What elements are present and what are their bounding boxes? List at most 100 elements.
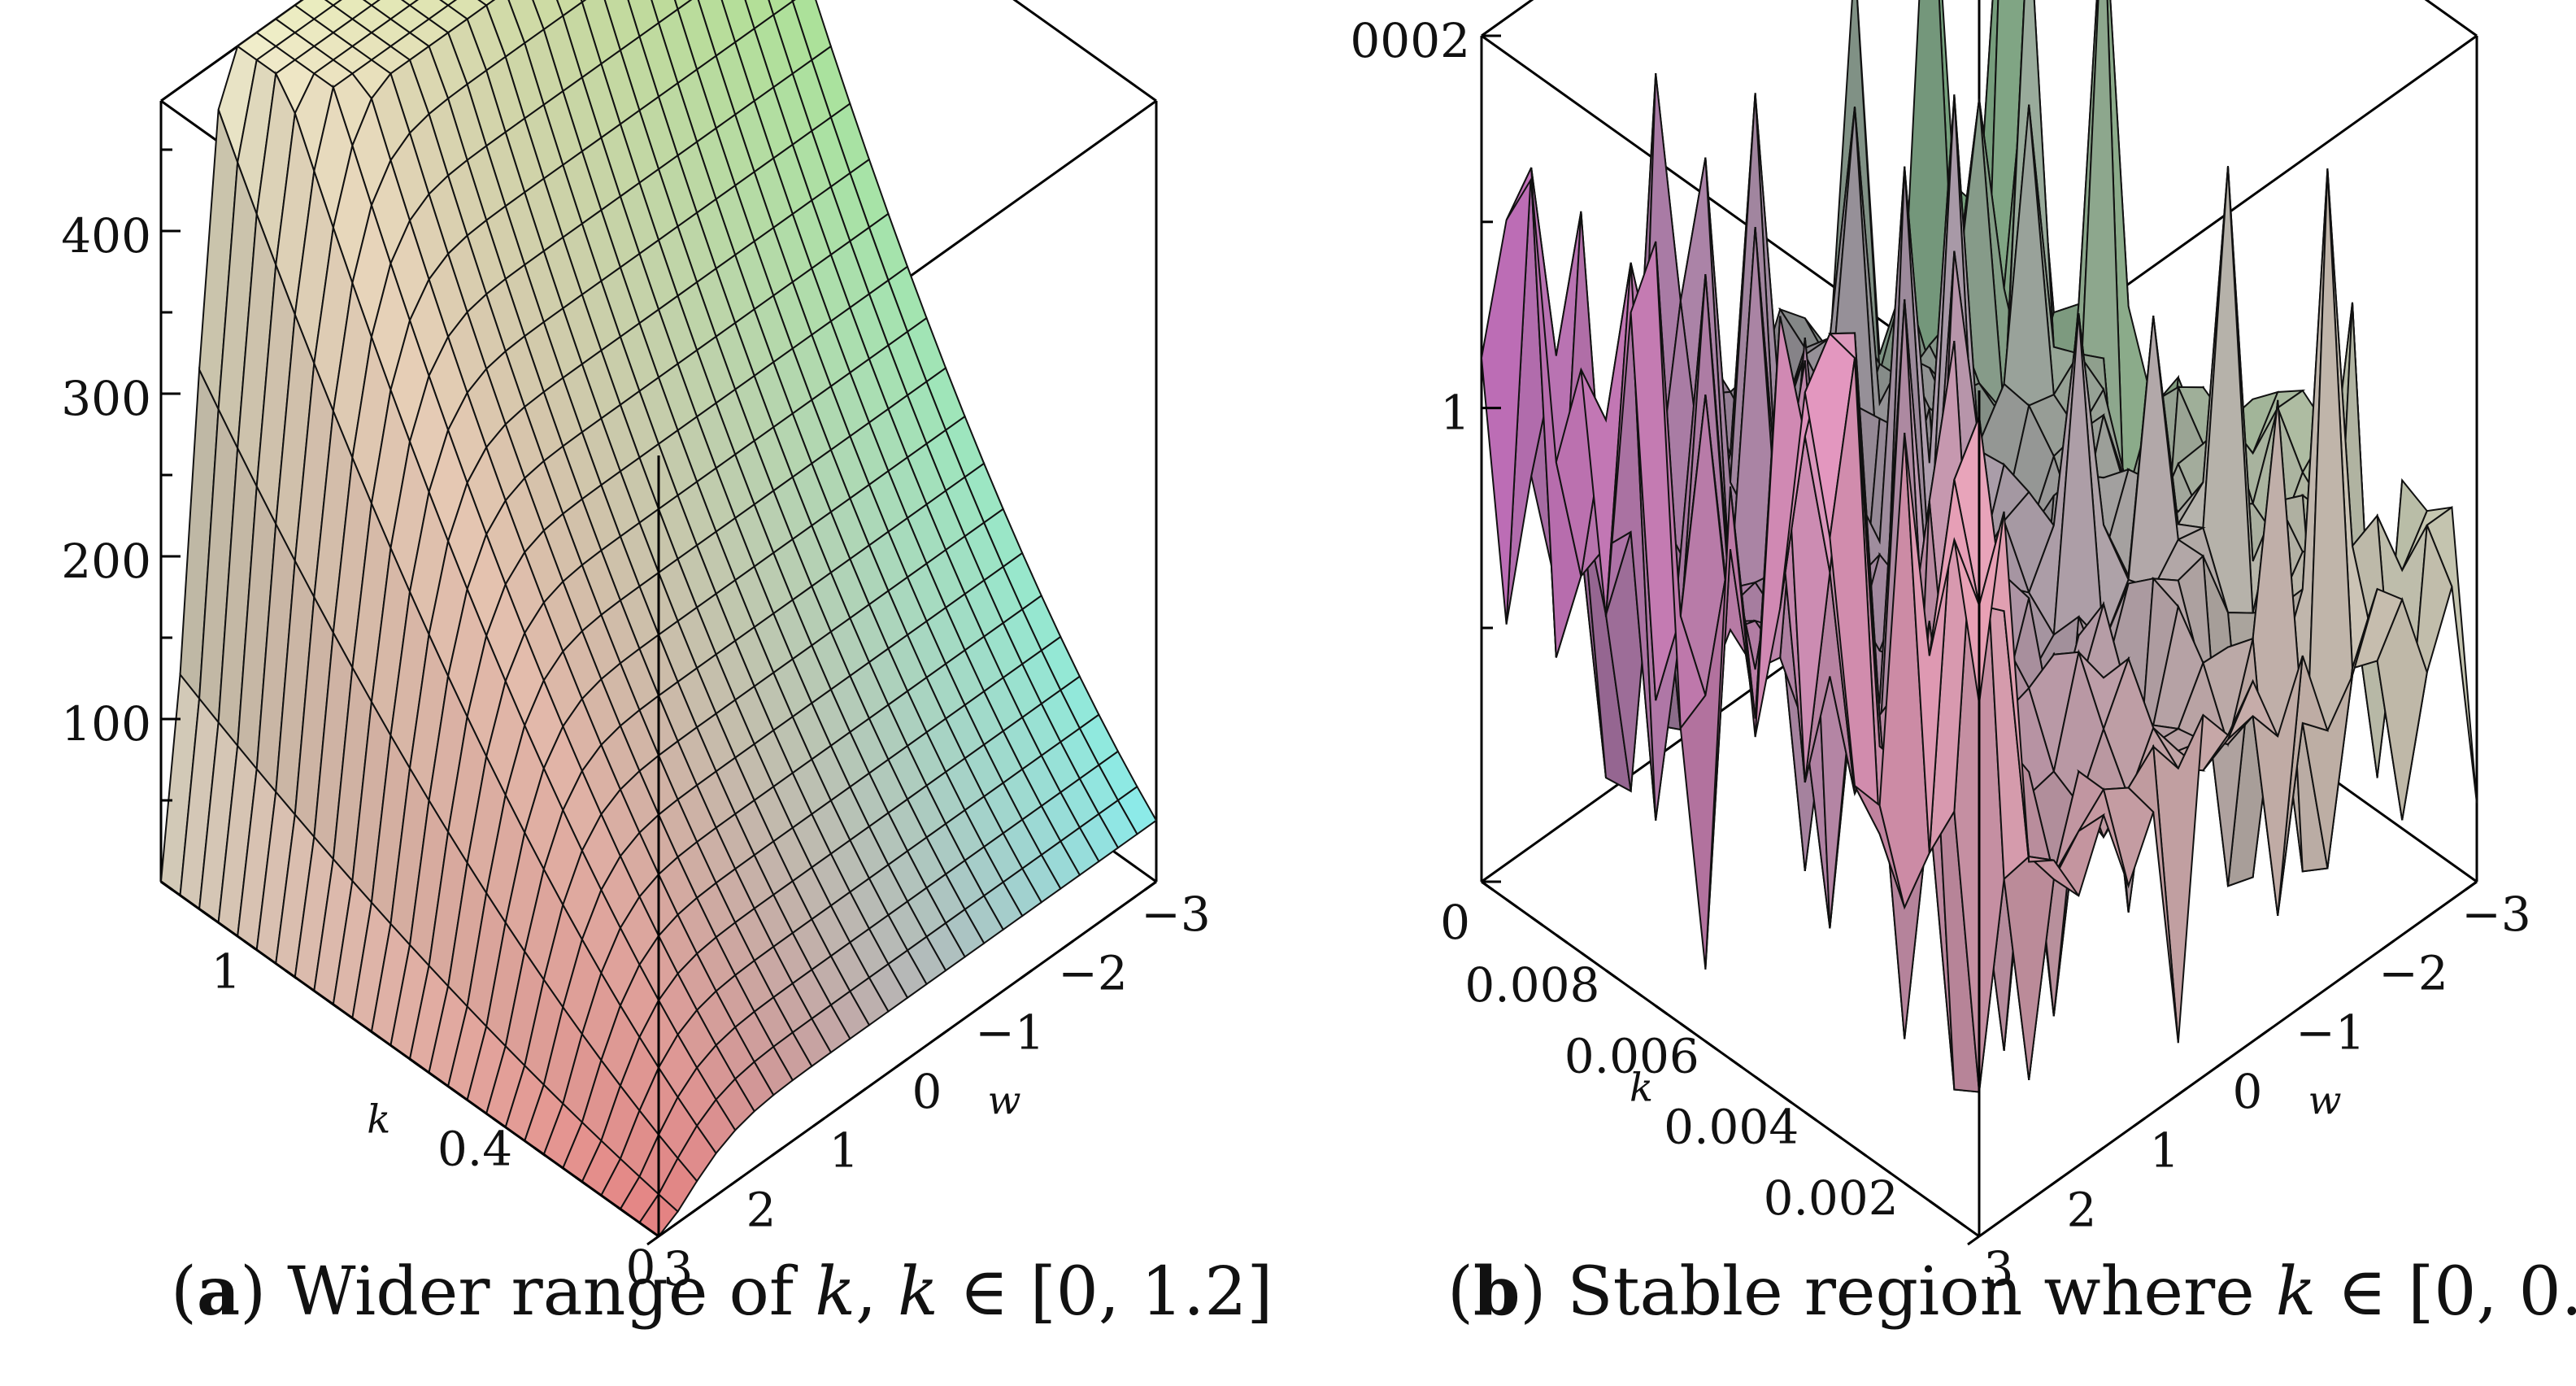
k-tick xyxy=(1904,1182,1917,1192)
k-tick-label: 0 xyxy=(626,1240,656,1295)
k-tick xyxy=(1779,1093,1793,1104)
k-tick xyxy=(1555,934,1569,944)
w-tick-label: 1 xyxy=(829,1123,859,1179)
k-tick xyxy=(1580,951,1594,962)
k-tick xyxy=(285,969,298,980)
k-tick xyxy=(1655,1005,1669,1015)
k-tick xyxy=(1754,1075,1768,1087)
z-tick-label: 100 xyxy=(61,696,151,752)
k-tick xyxy=(1953,1217,1967,1228)
k-tick xyxy=(533,1146,546,1157)
caption-a: (a) Wider range of k, k ∈ [0, 1.2] xyxy=(171,1253,1273,1331)
w-tick xyxy=(2174,1087,2187,1098)
w-tick xyxy=(771,1146,784,1157)
w-tick xyxy=(1144,880,1157,891)
w-tick-label: 2 xyxy=(746,1182,777,1237)
w-tick xyxy=(2133,1117,2146,1127)
w-tick xyxy=(2008,1205,2021,1216)
k-axis-label: k xyxy=(367,1097,390,1143)
k-tick-label: 0.008 xyxy=(1464,957,1599,1013)
k-tick xyxy=(1730,1057,1743,1069)
box-edge xyxy=(1481,0,1534,37)
k-tick xyxy=(409,1057,422,1069)
k-tick xyxy=(1630,987,1643,998)
w-tick xyxy=(2465,880,2478,891)
z-tick-label: 1 xyxy=(1440,386,1470,441)
w-tick xyxy=(812,1117,825,1127)
surface-cell xyxy=(439,0,458,7)
k-tick-label: 0.004 xyxy=(1664,1100,1799,1155)
k-tick xyxy=(1804,1111,1817,1122)
k-tick xyxy=(243,939,256,950)
k-tick xyxy=(1679,1022,1693,1033)
k-tick xyxy=(616,1205,629,1216)
w-tick xyxy=(2340,969,2353,980)
w-tick xyxy=(2050,1176,2063,1187)
k-tick-label: 0.4 xyxy=(437,1122,512,1177)
surface-cell xyxy=(324,0,342,7)
k-tick xyxy=(1878,1164,1892,1175)
k-tick xyxy=(1854,1146,1867,1157)
w-tick xyxy=(2299,999,2312,1009)
surface-cell xyxy=(477,0,496,7)
w-tick-label: −3 xyxy=(1141,887,1211,942)
w-tick-label: −1 xyxy=(2295,1005,2365,1060)
caption-b-letter: b xyxy=(1473,1253,1521,1331)
w-tick xyxy=(978,999,991,1009)
w-tick xyxy=(1061,939,1074,950)
k-tick xyxy=(1505,898,1519,909)
w-tick-label: 3 xyxy=(1984,1241,2014,1297)
surface-cell xyxy=(400,0,420,7)
w-tick-label: 0 xyxy=(912,1064,942,1119)
k-tick xyxy=(450,1087,463,1098)
k-tick xyxy=(202,910,215,921)
z-tick-label: 0 xyxy=(1440,895,1470,950)
caption-b: (b) Stable region where k ∈ [0, 0.01] xyxy=(1447,1253,2576,1331)
caption-a-letter: a xyxy=(197,1253,241,1331)
k-tick xyxy=(1481,880,1494,891)
k-tick xyxy=(575,1176,588,1187)
z-tick-label: 200 xyxy=(61,534,151,589)
k-tick xyxy=(326,999,339,1009)
k-tick xyxy=(1928,1200,1942,1210)
surface-mesh xyxy=(1480,0,2478,1093)
w-tick xyxy=(688,1205,701,1216)
surface-mesh xyxy=(159,0,1158,1238)
w-tick-label: 1 xyxy=(2150,1123,2180,1179)
w-tick xyxy=(1967,1235,1980,1246)
w-tick xyxy=(2216,1057,2229,1069)
surface-cell xyxy=(362,0,381,7)
w-tick xyxy=(895,1057,908,1069)
z-tick-label: 400 xyxy=(61,208,151,264)
w-tick xyxy=(2423,910,2436,921)
k-tick xyxy=(1605,969,1618,980)
w-axis-label: w xyxy=(987,1079,1020,1124)
k-tick-label: 0.006 xyxy=(1564,1028,1699,1083)
k-tick xyxy=(492,1117,505,1127)
k-tick xyxy=(1530,916,1544,926)
w-tick xyxy=(937,1028,950,1039)
w-tick xyxy=(729,1176,742,1187)
w-tick xyxy=(2257,1028,2270,1039)
k-tick xyxy=(368,1028,381,1039)
w-tick-label: −1 xyxy=(975,1005,1045,1060)
w-tick-label: −3 xyxy=(2461,887,2531,942)
w-tick-label: 3 xyxy=(664,1241,694,1297)
w-tick-label: 0 xyxy=(2233,1064,2263,1119)
k-tick-label: 1 xyxy=(211,944,242,1000)
k-tick xyxy=(1704,1040,1718,1051)
w-tick xyxy=(1103,910,1116,921)
box-edge xyxy=(2424,0,2478,37)
k-tick-label: 0.002 xyxy=(1764,1170,1899,1226)
w-tick-label: −2 xyxy=(2378,946,2448,1001)
w-tick-label: −2 xyxy=(1058,946,1128,1001)
w-tick xyxy=(2091,1146,2104,1157)
w-tick xyxy=(2382,939,2395,950)
k-axis-label: k xyxy=(1630,1066,1653,1111)
z-tick-label: 0002 xyxy=(1350,13,1470,68)
w-axis-label: w xyxy=(2308,1079,2341,1124)
w-tick xyxy=(646,1235,659,1246)
w-tick xyxy=(1020,969,1033,980)
